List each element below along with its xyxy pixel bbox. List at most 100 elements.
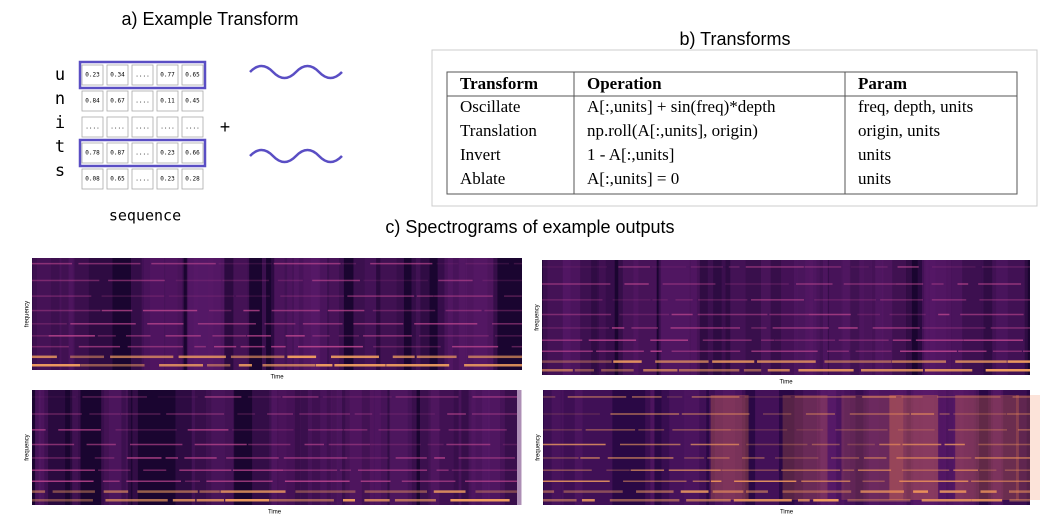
table-cell: Invert [460,145,501,164]
harmonic [104,490,128,493]
harmonic [197,499,224,502]
harmonic [982,266,1030,268]
harmonic [472,413,517,415]
table-cell: origin, units [858,121,940,140]
row-label-letter: s [55,161,65,181]
spectrogram-band [809,260,819,375]
harmonic [459,457,515,459]
harmonic [173,499,195,502]
harmonic [361,481,391,483]
harmonic [751,299,804,301]
harmonic [568,396,627,398]
harmonic [650,351,661,353]
harmonic [49,335,95,337]
table-cell: np.roll(A[:,units], origin) [587,121,758,140]
cell-value: 0.65 [110,176,125,183]
harmonic [305,444,324,446]
harmonic [334,364,385,367]
harmonic [465,481,517,483]
harmonic [960,314,1023,316]
harmonic [464,364,522,367]
panel-title: c) Spectrograms of example outputs [385,217,674,237]
harmonic [95,457,115,459]
harmonic [179,356,226,359]
spectrogram-band [420,390,439,505]
harmonic [128,346,183,348]
spectrogram-band [488,390,500,505]
harmonic [672,351,741,353]
harmonic [396,396,459,398]
bright-region [783,395,828,500]
harmonic [271,346,286,348]
harmonic [542,283,610,285]
harmonic [675,299,692,301]
table-cell: units [858,145,891,164]
harmonic [895,283,923,285]
harmonic [957,283,968,285]
harmonic [543,499,577,502]
cell-value: 0.45 [185,98,200,105]
harmonic [269,499,334,502]
harmonic [278,280,303,282]
harmonic [898,266,919,268]
harmonic [243,310,259,312]
harmonic [623,481,686,483]
harmonic [116,429,177,431]
harmonic [725,283,789,285]
harmonic [938,314,949,316]
y-axis-label: frequency [536,434,542,460]
harmonic [693,481,710,483]
harmonic [286,335,305,337]
spectrogram-band [132,390,138,505]
harmonic [419,335,489,337]
cell-value: .... [135,150,149,157]
harmonic [32,364,80,367]
harmonic [650,339,688,341]
harmonic [979,299,1030,301]
harmonic [212,335,246,337]
harmonic [329,444,371,446]
harmonic [340,469,351,471]
harmonic [769,314,808,316]
cell-value: 0.23 [160,150,175,157]
harmonic [32,346,69,348]
cell-value: 0.77 [160,72,175,79]
panel-title: a) Example Transform [121,9,298,29]
harmonic [798,369,853,372]
harmonic [280,295,344,297]
bright-region [889,395,938,500]
wave [250,150,342,162]
harmonic [564,490,623,493]
harmonic [32,396,76,398]
spectrogram-band [70,390,78,505]
harmonic [355,413,372,415]
harmonic [323,396,392,398]
spectrogram-band [206,390,225,505]
harmonic [543,429,582,431]
harmonic [32,413,82,415]
harmonic [209,310,231,312]
harmonic [729,266,740,268]
cell-value: 0.23 [160,176,175,183]
harmonic [299,413,350,415]
harmonic [79,346,120,348]
cell-value: 0.11 [160,98,175,105]
bright-region [955,395,1019,500]
harmonic [58,429,101,431]
harmonic [272,310,320,312]
harmonic [247,335,271,337]
harmonic [472,396,517,398]
harmonic [262,364,315,367]
harmonic [198,323,256,325]
harmonic [127,457,162,459]
harmonic [542,327,609,329]
harmonic [402,481,456,483]
row-label-letter: t [55,137,65,157]
harmonic [195,444,247,446]
harmonic [543,457,579,459]
harmonic [428,444,444,446]
harmonic [808,314,851,316]
harmonic [284,457,347,459]
harmonic [751,327,766,329]
table-cell: A[:,units] + sin(freq)*depth [587,97,776,116]
